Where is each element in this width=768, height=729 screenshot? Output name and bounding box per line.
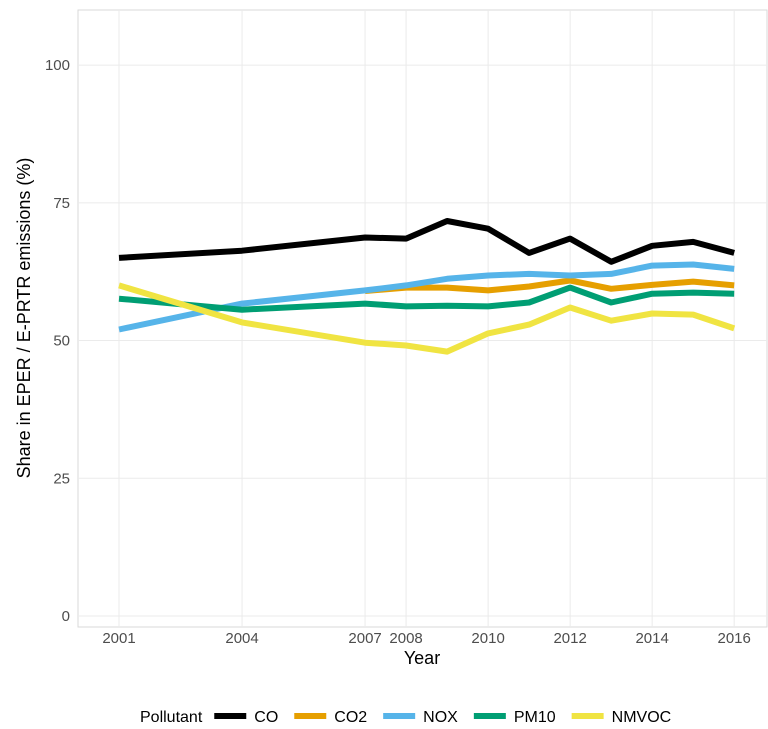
legend-title: Pollutant: [140, 709, 203, 726]
x-tick-label: 2016: [718, 630, 751, 647]
legend-label: NMVOC: [612, 709, 672, 726]
y-tick-label: 0: [62, 608, 70, 625]
x-tick-label: 2008: [389, 630, 422, 647]
series-line: [118, 282, 736, 355]
x-tick-label: 2012: [553, 630, 586, 647]
legend-label: PM10: [514, 709, 556, 726]
y-tick-label: 25: [53, 470, 70, 487]
y-tick-label: 75: [53, 195, 70, 212]
x-tick-label: 2007: [348, 630, 381, 647]
y-tick-label: 100: [45, 57, 70, 74]
legend-label: CO: [254, 709, 278, 726]
y-axis-title: Share in EPER / E-PRTR emissions (%): [14, 158, 34, 479]
x-axis-title: Year: [404, 648, 440, 668]
x-tick-label: 2004: [225, 630, 258, 647]
x-tick-label: 2001: [102, 630, 135, 647]
series-line: [118, 218, 735, 265]
legend-label: NOX: [423, 709, 458, 726]
x-tick-label: 2014: [635, 630, 668, 647]
series-line: [364, 277, 735, 294]
x-tick-label: 2010: [471, 630, 504, 647]
legend-label: CO2: [334, 709, 367, 726]
y-tick-label: 50: [53, 333, 70, 350]
series-line: [118, 284, 735, 313]
series-line: [118, 261, 735, 333]
